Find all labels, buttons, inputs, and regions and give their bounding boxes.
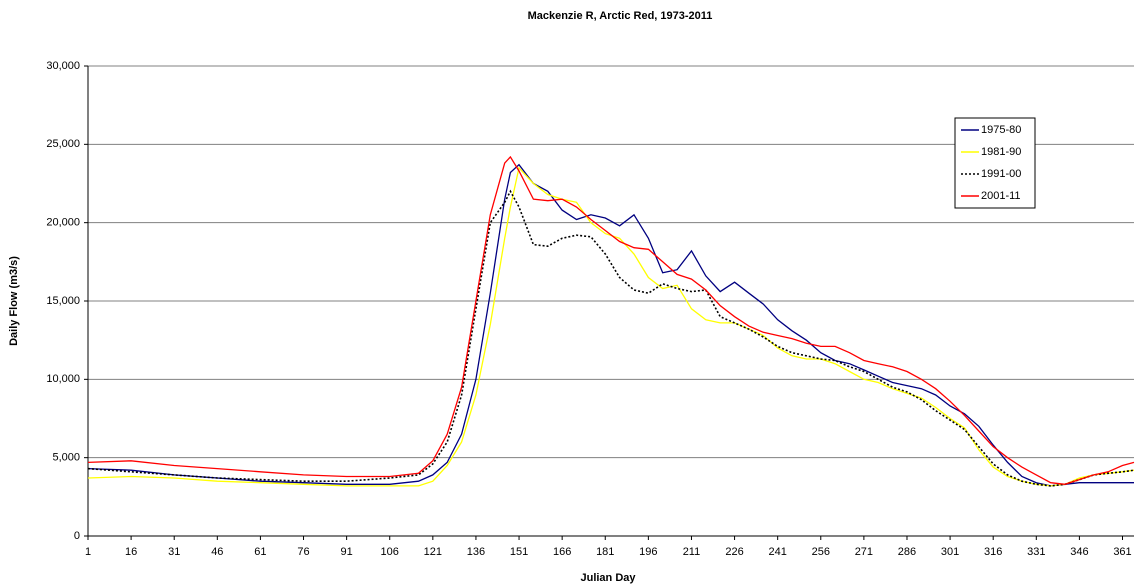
x-tick-label: 241 [768, 546, 786, 558]
x-tick-label: 226 [725, 546, 743, 558]
chart-title: Mackenzie R, Arctic Red, 1973-2011 [528, 10, 713, 22]
x-tick-label: 166 [553, 546, 571, 558]
series-line [87, 155, 1135, 485]
x-tick-label: 211 [683, 546, 701, 558]
legend-label: 1981-90 [981, 146, 1021, 158]
legend-label: 1991-00 [981, 168, 1021, 180]
x-tick-label: 46 [211, 546, 223, 558]
legend-label: 2001-11 [981, 190, 1021, 202]
x-tick-label: 346 [1070, 546, 1088, 558]
x-axis-label: Julian Day [580, 572, 636, 584]
y-axis-label: Daily Flow (m3/s) [8, 256, 20, 346]
series-line [87, 163, 1134, 487]
x-tick-label: 76 [297, 546, 309, 558]
x-tick-label: 136 [467, 546, 485, 558]
x-tick-label: 16 [125, 546, 137, 558]
x-tick-label: 121 [424, 546, 442, 558]
x-tick-label: 286 [898, 546, 916, 558]
x-tick-label: 301 [941, 546, 959, 558]
x-tick-label: 1 [85, 546, 91, 558]
y-tick-label: 30,000 [46, 60, 80, 72]
x-tick-label: 331 [1027, 546, 1045, 558]
x-tick-label: 316 [984, 546, 1002, 558]
x-tick-label: 271 [855, 546, 873, 558]
x-tick-label: 256 [812, 546, 830, 558]
x-tick-label: 181 [596, 546, 614, 558]
y-tick-label: 20,000 [46, 217, 80, 229]
y-tick-label: 15,000 [46, 295, 80, 307]
y-tick-label: 0 [74, 530, 80, 542]
y-tick-label: 10,000 [46, 373, 80, 385]
legend-label: 1975-80 [981, 124, 1021, 136]
x-tick-label: 61 [254, 546, 266, 558]
x-tick-label: 31 [168, 546, 180, 558]
x-tick-label: 106 [381, 546, 399, 558]
x-tick-label: 361 [1113, 546, 1131, 558]
legend-box [954, 117, 1036, 209]
series-line [87, 166, 1135, 487]
x-tick-label: 91 [341, 546, 353, 558]
y-tick-label: 5,000 [52, 452, 80, 464]
x-tick-label: 151 [510, 546, 528, 558]
x-tick-label: 196 [639, 546, 657, 558]
y-tick-label: 25,000 [46, 138, 80, 150]
